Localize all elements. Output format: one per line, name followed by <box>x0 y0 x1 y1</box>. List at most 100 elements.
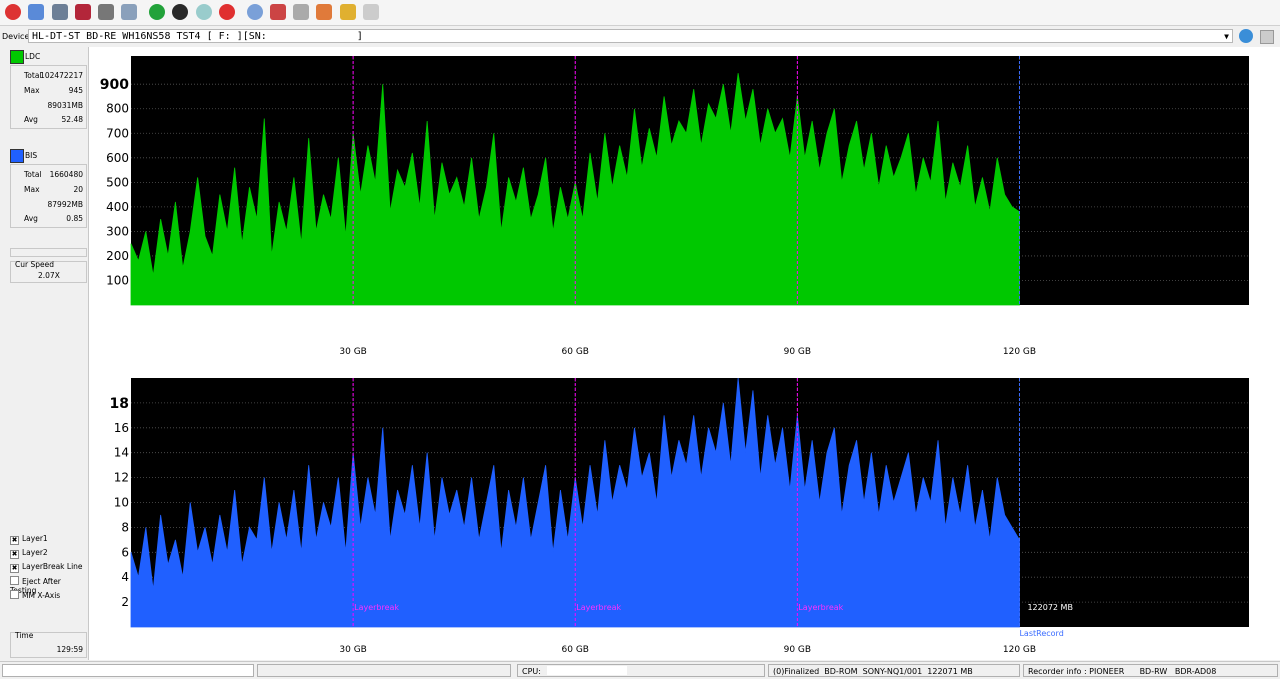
x-tick-label: 30 GB <box>339 347 366 357</box>
y-tick-label: 12 <box>114 471 129 485</box>
y-tick-label: 14 <box>114 446 129 460</box>
speed-box: Cur Speed 2.07X <box>10 260 87 283</box>
time-value: 129:59 <box>56 645 83 654</box>
x-tick-label: 90 GB <box>784 645 811 655</box>
stat-key: Total <box>24 71 42 80</box>
device-select[interactable]: HL-DT-ST BD-RE WH16NS58 TST4 [ F: ][SN:]… <box>28 29 1233 43</box>
stat-value: 89031MB <box>47 101 83 110</box>
option[interactable]: Eject After Testing <box>10 576 88 595</box>
time-label: Time <box>15 631 34 640</box>
disc-info: (0)Finalized BD-ROM SONY-NQ1/001 122071 … <box>773 667 973 676</box>
x-tick-label: 30 GB <box>339 645 366 655</box>
stat-value: 1660480 <box>49 170 83 179</box>
stat-value: 87992MB <box>47 200 83 209</box>
stat-key: Avg <box>24 214 38 223</box>
layer-break-label: Layerbreak <box>576 603 621 612</box>
tool-button[interactable] <box>247 4 263 20</box>
device-close: ] <box>356 31 363 42</box>
tool-button[interactable] <box>172 4 188 20</box>
tool-button[interactable] <box>293 4 309 20</box>
layer-break-label: Layerbreak <box>798 603 843 612</box>
y-tick-label: 16 <box>114 421 129 435</box>
progress-box <box>10 248 87 257</box>
tool-button[interactable] <box>28 4 44 20</box>
option-label: Layer2 <box>22 548 48 557</box>
refresh-button[interactable] <box>1239 29 1253 43</box>
option[interactable]: ✖ Layer1 <box>10 534 48 545</box>
time-box: Time 129:59 <box>10 631 87 658</box>
option-label: Layer1 <box>22 534 48 543</box>
recorder-info: Recorder info : PIONEER BD-RW BDR-AD08 <box>1028 667 1217 676</box>
speed-label: Cur Speed <box>15 260 54 269</box>
y-tick-label: 8 <box>121 520 129 534</box>
status-cell <box>257 664 511 677</box>
x-tick-label: 120 GB <box>1003 347 1036 357</box>
option-label: Eject After Testing <box>10 577 61 595</box>
status-cell <box>2 664 254 677</box>
device-value: HL-DT-ST BD-RE WH16NS58 TST4 [ F: ][SN: <box>32 31 267 42</box>
stat-value: 102472217 <box>40 71 83 80</box>
y-tick-label: 500 <box>106 175 129 189</box>
ldc-stats: Total 102472217 Max 945 89031MB Avg 52.48 <box>10 65 87 129</box>
y-tick-label: 10 <box>114 496 129 510</box>
power-button[interactable] <box>5 4 21 20</box>
y-tick-label: 300 <box>106 224 129 238</box>
device-bar: Device: HL-DT-ST BD-RE WH16NS58 TST4 [ F… <box>0 28 1280 46</box>
option-label: LayerBreak Line <box>22 562 83 571</box>
y-tick-label: 400 <box>106 200 129 214</box>
bis-swatch <box>10 149 24 163</box>
y-tick-label: 6 <box>121 545 129 559</box>
y-tick-label: 800 <box>106 102 129 116</box>
stop-button[interactable] <box>219 4 235 20</box>
y-tick-label: 600 <box>106 151 129 165</box>
tool-button[interactable] <box>363 4 379 20</box>
y-tick-label: 18 <box>110 396 129 412</box>
start-button[interactable] <box>149 4 165 20</box>
eject-button[interactable] <box>1260 30 1274 44</box>
bis-stats: Total 1660480 Max 20 87992MB Avg 0.85 <box>10 164 87 228</box>
stat-value: 0.85 <box>66 214 83 223</box>
tool-button[interactable] <box>121 4 137 20</box>
y-tick-label: 200 <box>106 249 129 263</box>
status-cell: (0)Finalized BD-ROM SONY-NQ1/001 122071 … <box>768 664 1020 677</box>
tool-button[interactable] <box>52 4 68 20</box>
bis-label: BIS <box>25 151 38 160</box>
ldc-label: LDC <box>25 52 41 61</box>
tool-button[interactable] <box>340 4 356 20</box>
tool-button[interactable] <box>75 4 91 20</box>
last-record-label: LastRecord <box>1019 629 1063 638</box>
y-tick-label: 100 <box>106 273 129 287</box>
option[interactable]: ✖ LayerBreak Line <box>10 562 83 573</box>
status-cell: CPU: <box>517 664 765 677</box>
y-tick-label: 900 <box>100 77 129 93</box>
end-label: 122072 MB <box>1027 603 1072 612</box>
device-label: Device: <box>2 32 33 41</box>
stat-key: Total <box>24 170 42 179</box>
stat-key: Max <box>24 185 40 194</box>
stat-value: 52.48 <box>61 115 83 124</box>
x-tick-label: 60 GB <box>562 347 589 357</box>
x-tick-label: 60 GB <box>562 645 589 655</box>
tool-button[interactable] <box>316 4 332 20</box>
x-tick-label: 120 GB <box>1003 645 1036 655</box>
tool-button[interactable] <box>196 4 212 20</box>
status-bar: CPU: (0)Finalized BD-ROM SONY-NQ1/001 12… <box>0 661 1280 679</box>
speed-value: 2.07X <box>38 271 60 280</box>
x-tick-label: 90 GB <box>784 347 811 357</box>
tool-button[interactable] <box>270 4 286 20</box>
toolbar <box>0 0 1280 26</box>
stat-key: Max <box>24 86 40 95</box>
layer-break-label: Layerbreak <box>354 603 399 612</box>
stat-value: 945 <box>68 86 83 95</box>
cpu-label: CPU: <box>522 667 541 676</box>
status-cell: Recorder info : PIONEER BD-RW BDR-AD08 <box>1023 664 1278 677</box>
option[interactable]: ✖ Layer2 <box>10 548 48 559</box>
y-tick-label: 700 <box>106 126 129 140</box>
option[interactable]: MM X-Axis <box>10 590 60 600</box>
option-label: MM X-Axis <box>22 591 61 600</box>
y-tick-label: 2 <box>121 595 129 609</box>
tool-button[interactable] <box>98 4 114 20</box>
side-panel: LDC Total 102472217 Max 945 89031MB Avg 52.… <box>0 47 89 660</box>
y-tick-label: 4 <box>121 570 129 584</box>
